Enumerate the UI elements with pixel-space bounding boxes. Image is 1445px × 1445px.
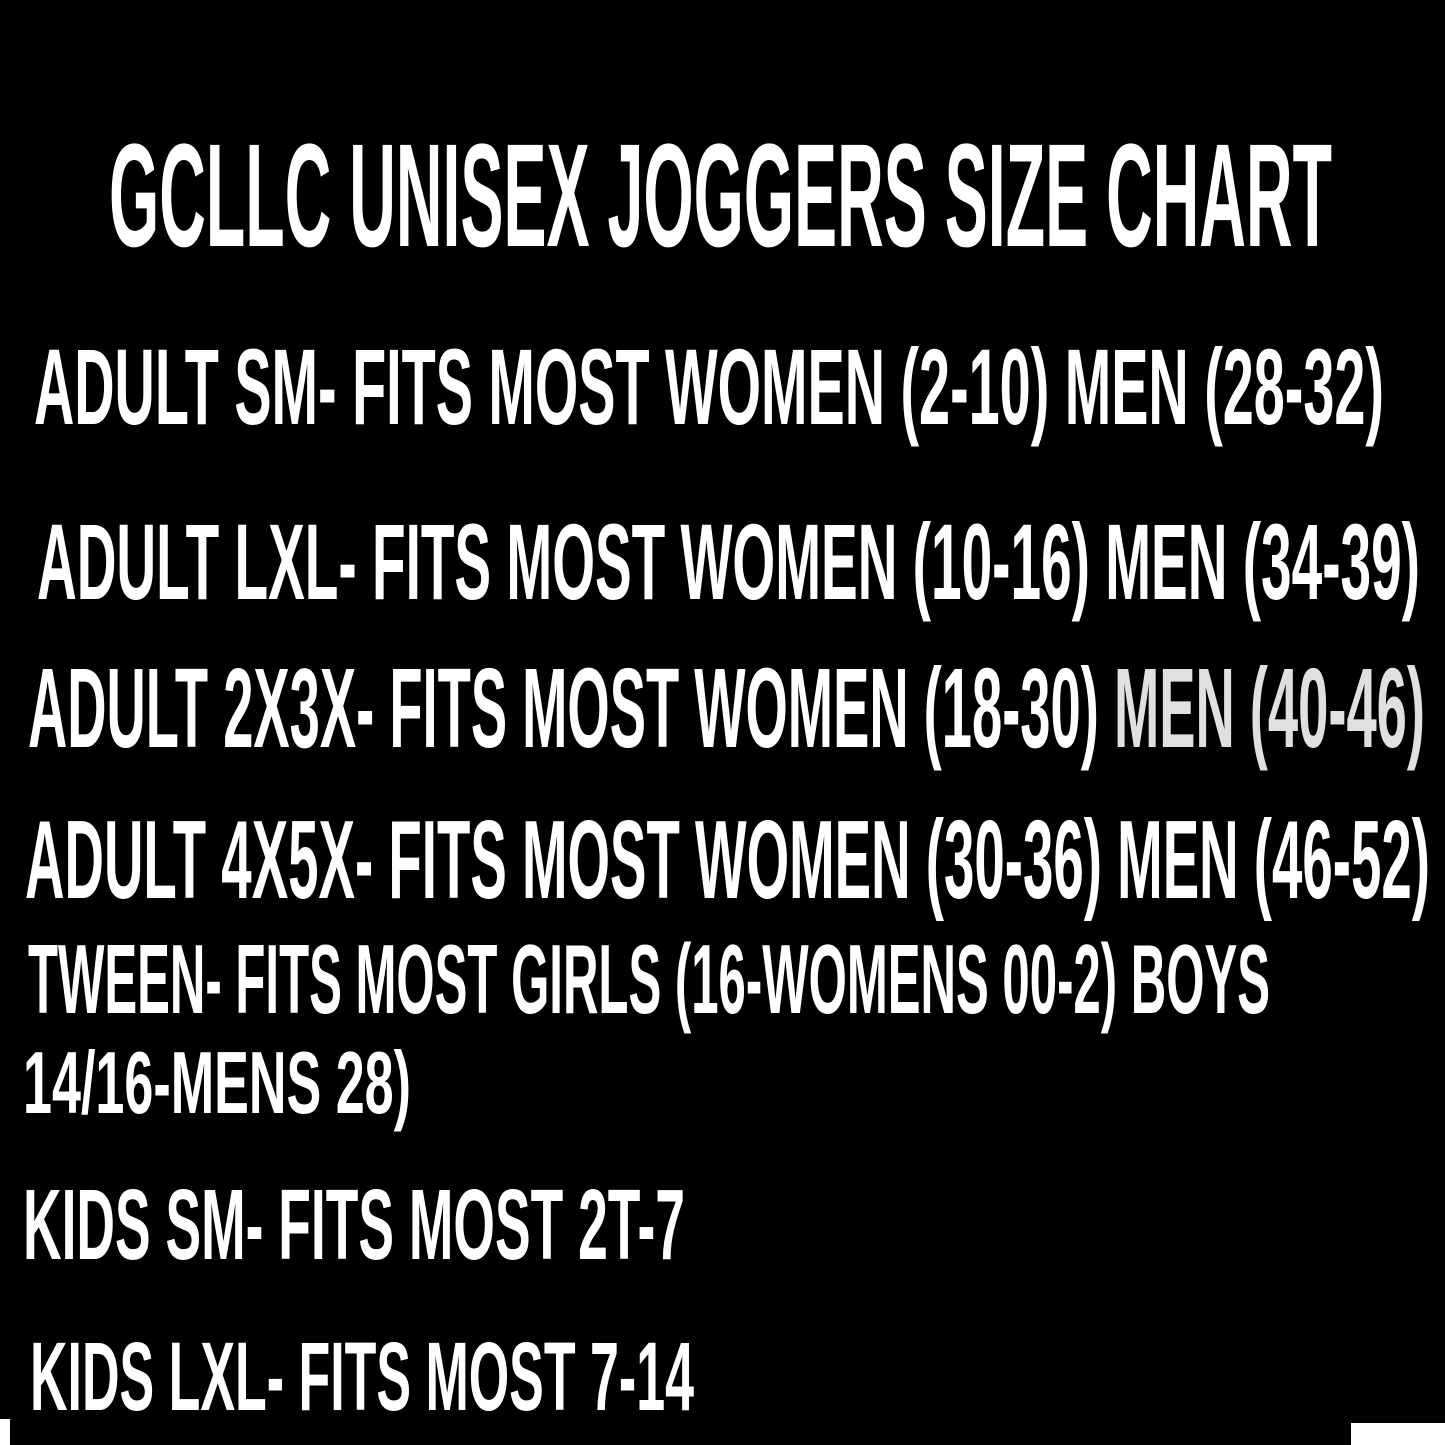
size-row-label: ADULT 4X5X- FITS MOST WOMEN (30-36) MEN … (25, 798, 1430, 922)
size-row-adult-4x5x: ADULT 4X5X- FITS MOST WOMEN (30-36) MEN … (25, 798, 1430, 922)
size-row-tween-text: TWEEN- FITS MOST GIRLS (16-WOMENS 00-2) … (28, 924, 1270, 1034)
size-row-adult-sm-text: ADULT SM- FITS MOST WOMEN (2-10) MEN (28… (34, 326, 1384, 447)
size-row-label: KIDS SM- FITS MOST 2T-7 (23, 1169, 685, 1281)
bottom-right-white-artifact (1351, 1423, 1445, 1445)
size-row-kids-lxl: KIDS LXL- FITS MOST 7-14 (30, 1322, 694, 1431)
size-row-tween-continued: 14/16-MENS 28) (23, 1033, 411, 1132)
size-row-tween: TWEEN- FITS MOST GIRLS (16-WOMENS 00-2) … (28, 924, 1270, 1034)
size-row-adult-sm: ADULT SM- FITS MOST WOMEN (2-10) MEN (28… (34, 326, 1384, 447)
bottom-left-white-artifact (0, 1419, 10, 1445)
size-row-label: ADULT 2X3X- FITS MOST WOMEN (18-30) (28, 645, 1099, 771)
size-chart-title: GCLLC UNISEX JOGGERS SIZE CHART (109, 114, 1332, 278)
size-row-label: TWEEN- FITS MOST GIRLS (16-WOMENS 00-2) … (28, 924, 1270, 1034)
size-chart-title-label: GCLLC UNISEX JOGGERS SIZE CHART (109, 114, 1332, 278)
size-row-label: ADULT SM- FITS MOST WOMEN (2-10) MEN (28… (34, 326, 1384, 447)
size-row-adult-lxl: ADULT LXL- FITS MOST WOMEN (10-16) MEN (… (37, 501, 1420, 622)
size-row-adult-2x3x-text: ADULT 2X3X- FITS MOST WOMEN (18-30) MEN … (28, 645, 1425, 771)
size-row-adult-lxl-text: ADULT LXL- FITS MOST WOMEN (10-16) MEN (… (37, 501, 1420, 622)
size-row-kids-sm: KIDS SM- FITS MOST 2T-7 (23, 1169, 685, 1281)
size-row-label: KIDS LXL- FITS MOST 7-14 (30, 1322, 694, 1431)
size-row-tween-continued-text: 14/16-MENS 28) (23, 1033, 411, 1132)
size-chart-title-text: GCLLC UNISEX JOGGERS SIZE CHART (109, 114, 1332, 278)
size-row-adult-2x3x: ADULT 2X3X- FITS MOST WOMEN (18-30) MEN … (28, 645, 1425, 771)
size-row-kids-lxl-text: KIDS LXL- FITS MOST 7-14 (30, 1322, 694, 1431)
size-row-adult-4x5x-text: ADULT 4X5X- FITS MOST WOMEN (30-36) MEN … (25, 798, 1430, 922)
size-row-label-dim: MEN (40-46) (1099, 645, 1425, 771)
size-row-label: ADULT LXL- FITS MOST WOMEN (10-16) MEN (… (37, 501, 1420, 622)
size-row-label: 14/16-MENS 28) (23, 1033, 411, 1132)
size-row-kids-sm-text: KIDS SM- FITS MOST 2T-7 (23, 1169, 685, 1281)
